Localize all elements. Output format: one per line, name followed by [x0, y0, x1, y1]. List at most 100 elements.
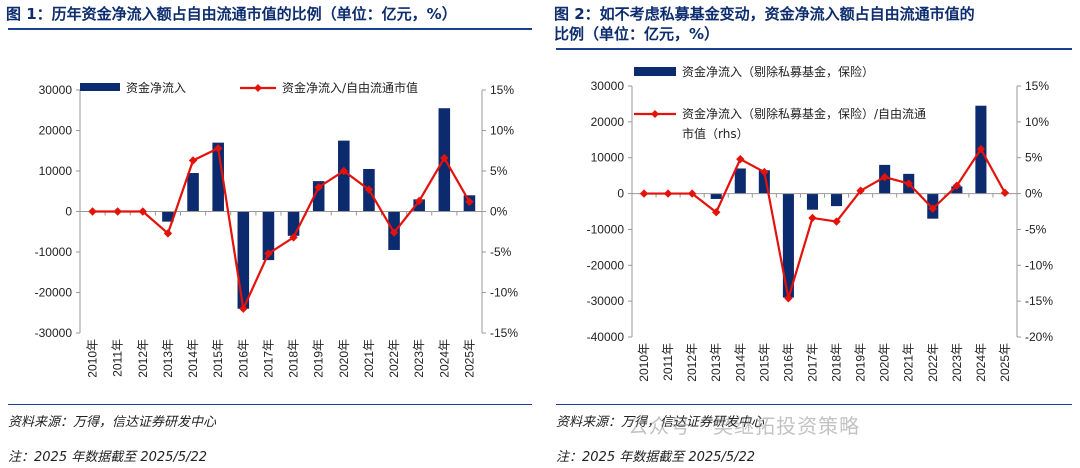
line-point — [784, 294, 793, 303]
x-tick-label: 2015年 — [757, 343, 771, 382]
y-tick-label-right: 10% — [1025, 115, 1049, 129]
y-tick-label-right: -5% — [490, 245, 512, 259]
x-tick-label: 2023年 — [412, 339, 426, 378]
legend-bar-swatch — [634, 67, 676, 76]
y-tick-label-right: -5% — [1025, 222, 1047, 236]
left-note: 注：2025 年数据截至 2025/5/22 — [8, 450, 208, 465]
y-tick-label-right: -10% — [490, 286, 518, 300]
y-tick-label-left: 20000 — [591, 115, 625, 129]
x-tick-label: 2013年 — [161, 339, 175, 378]
line-point — [928, 204, 937, 213]
x-tick-label: 2013年 — [709, 343, 723, 382]
x-tick-label: 2017年 — [805, 343, 819, 382]
x-tick-label: 2014年 — [733, 343, 747, 382]
line-point — [736, 154, 745, 164]
line-point — [639, 189, 649, 198]
y-tick-label-left: -30000 — [587, 294, 625, 308]
left-panel: 图 1：历年资金净流入额占自由流通市值的比例（单位：亿元，%） 30000 200… — [6, 5, 532, 465]
y-tick-label-right: -10% — [1025, 258, 1053, 272]
y-tick-label-left: -40000 — [587, 330, 625, 344]
x-tick-label: 2024年 — [437, 339, 451, 378]
bar — [806, 193, 819, 210]
x-tick-label: 2023年 — [950, 343, 964, 382]
y-tick-label-right: 15% — [1025, 79, 1049, 93]
line-point — [113, 207, 122, 216]
y-tick-label-left: -20000 — [35, 286, 73, 300]
x-tick-label: 2011年 — [661, 343, 675, 381]
y-tick-label-left: 0 — [617, 187, 624, 201]
x-tick-label: 2020年 — [878, 343, 892, 382]
x-tick-label: 2010年 — [86, 339, 100, 378]
y-tick-label-left: 0 — [65, 205, 72, 219]
line-point — [687, 189, 697, 198]
left-footer-rule — [8, 404, 532, 405]
x-tick-label: 2012年 — [685, 343, 699, 382]
bar — [710, 193, 722, 199]
y-tick-label-right: -15% — [1025, 294, 1053, 308]
left-title-divider — [8, 28, 532, 30]
line-point — [904, 179, 913, 188]
x-tick-label: 2018年 — [287, 339, 301, 378]
x-tick-label: 2019年 — [312, 339, 326, 378]
legend-line-label: 资金净流入/自由流通市值 — [282, 80, 418, 95]
line-point — [712, 208, 721, 217]
y-tick-label-left: 30000 — [591, 79, 625, 93]
legend-line-label-2: 市值（rhs） — [682, 126, 749, 141]
line-point — [339, 166, 349, 176]
bar — [187, 173, 199, 212]
line-point — [389, 228, 399, 237]
right-footer-rule — [556, 404, 1072, 405]
x-tick-label: 2018年 — [830, 343, 844, 382]
x-tick-label: 2015年 — [211, 339, 225, 378]
line-point — [465, 197, 474, 206]
x-tick-label: 2014年 — [186, 339, 200, 378]
x-tick-label: 2016年 — [236, 339, 250, 378]
line-point — [663, 189, 673, 198]
x-tick-label: 2025年 — [462, 339, 476, 378]
bar — [758, 170, 770, 194]
x-tick-label: 2021年 — [902, 343, 916, 382]
right-chart-title-line2: 比例（单位：亿元，%） — [554, 25, 720, 43]
line-point — [880, 172, 889, 182]
bar — [262, 211, 275, 261]
line-point — [163, 229, 173, 238]
bar — [734, 168, 746, 194]
x-tick-label: 2019年 — [854, 343, 868, 382]
right-chart: 30000 20000 10000 0 -10000 -20000 -30000 -40000… — [587, 64, 1054, 382]
legend-bar-label: 资金净流入（剔除私募基金，保险） — [682, 64, 874, 79]
bar — [413, 199, 425, 212]
line-point — [952, 181, 962, 190]
bar — [951, 186, 963, 194]
right-title-divider — [556, 48, 1072, 50]
line-point — [414, 196, 424, 206]
line-point — [1000, 188, 1010, 198]
y-tick-label-right: -20% — [1025, 330, 1053, 344]
x-tick-label: 2025年 — [998, 343, 1012, 382]
line-point — [364, 185, 374, 194]
line-point — [314, 183, 323, 192]
x-tick-label: 2016年 — [781, 343, 795, 382]
line-point — [808, 213, 817, 223]
x-tick-label: 2021年 — [362, 339, 376, 378]
x-tick-label: 2012年 — [136, 339, 150, 378]
y-tick-label-left: 30000 — [39, 83, 73, 97]
bar — [287, 211, 300, 236]
x-tick-label: 2011年 — [111, 339, 125, 377]
y-tick-label-left: 10000 — [39, 164, 73, 178]
y-tick-label-left: -10000 — [587, 222, 625, 236]
legend-line-label-1: 资金净流入（剔除私募基金，保险）/自由流通 — [682, 106, 926, 121]
bar — [212, 142, 224, 212]
bar — [830, 193, 843, 207]
line-point — [188, 156, 198, 165]
y-tick-label-left: -10000 — [35, 245, 73, 259]
right-chart-title: 图 2：如不考虑私募基金变动，资金净流入额占自由流通市值的 比例（单位：亿元，%… — [554, 4, 1076, 44]
series-line — [92, 146, 471, 313]
right-note: 注：2025 年数据截至 2025/5/22 — [556, 450, 756, 465]
right-panel: 图 2：如不考虑私募基金变动，资金净流入额占自由流通市值的 比例（单位：亿元，%… — [548, 0, 1080, 468]
bar — [338, 140, 350, 212]
y-tick-label-left: -30000 — [35, 326, 73, 340]
bar — [237, 211, 250, 309]
bar — [162, 211, 174, 222]
watermark: 公众号 · 樊继拓投资策略 — [628, 414, 861, 438]
